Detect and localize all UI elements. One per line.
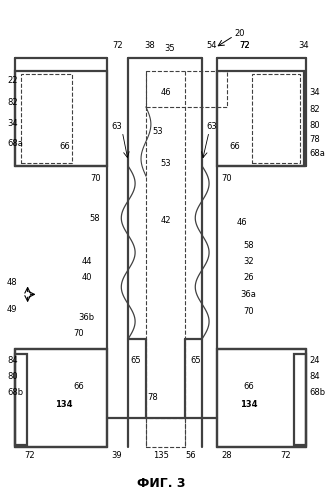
Text: 63: 63 [111,122,122,131]
Bar [294,354,306,446]
Text: 63: 63 [207,122,217,131]
Text: 46: 46 [236,218,247,227]
Text: 54: 54 [207,42,217,50]
Text: 36a: 36a [240,290,256,299]
Text: 40: 40 [82,273,92,282]
Text: 68a: 68a [7,139,23,148]
Text: 80: 80 [310,121,320,130]
Text: 70: 70 [243,306,254,316]
Text: 84: 84 [310,372,320,380]
Text: 68b: 68b [310,388,326,398]
Text: 84: 84 [7,356,17,365]
Text: 65: 65 [131,356,141,365]
Text: 24: 24 [310,356,320,365]
Text: 80: 80 [7,372,17,380]
Text: 36b: 36b [79,312,95,322]
Bar [253,74,300,163]
Text: 70: 70 [221,174,232,184]
Text: 38: 38 [145,42,155,50]
Text: 58: 58 [89,214,100,223]
Text: 66: 66 [229,142,240,151]
Bar [21,74,72,163]
Bar [146,418,185,447]
Text: ФИГ. 3: ФИГ. 3 [137,477,186,490]
Text: 66: 66 [73,382,84,390]
Text: 46: 46 [160,88,171,96]
Bar [217,348,306,447]
Bar [217,70,304,166]
Text: 68b: 68b [7,388,23,398]
Text: 78: 78 [148,394,158,402]
Text: 53: 53 [160,158,171,168]
Text: 58: 58 [243,240,254,250]
Text: 22: 22 [7,76,17,85]
Text: 49: 49 [7,304,17,314]
Text: 48: 48 [7,278,17,287]
Bar [146,70,227,107]
Text: 32: 32 [243,258,254,266]
Text: 39: 39 [111,450,122,460]
Text: 44: 44 [82,258,92,266]
Text: 66: 66 [60,142,71,151]
Bar [15,70,107,166]
Text: 72: 72 [281,450,291,460]
Text: 82: 82 [310,106,320,114]
Text: 34: 34 [298,42,308,50]
Text: 70: 70 [90,174,101,184]
Text: 134: 134 [55,400,73,409]
Text: 56: 56 [185,450,195,460]
Text: 78: 78 [310,135,320,144]
Text: 82: 82 [7,98,17,106]
Text: 26: 26 [243,273,254,282]
Text: 42: 42 [160,216,171,225]
Text: 70: 70 [73,330,84,338]
Text: 72: 72 [239,42,250,50]
Text: 134: 134 [240,400,257,409]
Text: 35: 35 [164,44,175,54]
Text: 72: 72 [112,42,123,50]
Text: 20: 20 [235,28,245,38]
Text: 34: 34 [310,88,320,96]
Bar [15,354,27,446]
Text: 53: 53 [153,127,163,136]
Text: 66: 66 [243,382,254,390]
Text: 28: 28 [221,450,232,460]
Text: 68a: 68a [310,149,326,158]
Text: 65: 65 [190,356,201,365]
Bar [15,348,107,447]
Text: 34: 34 [7,120,17,128]
Text: 72: 72 [239,42,250,50]
Text: 135: 135 [153,450,169,460]
Text: 72: 72 [24,450,35,460]
